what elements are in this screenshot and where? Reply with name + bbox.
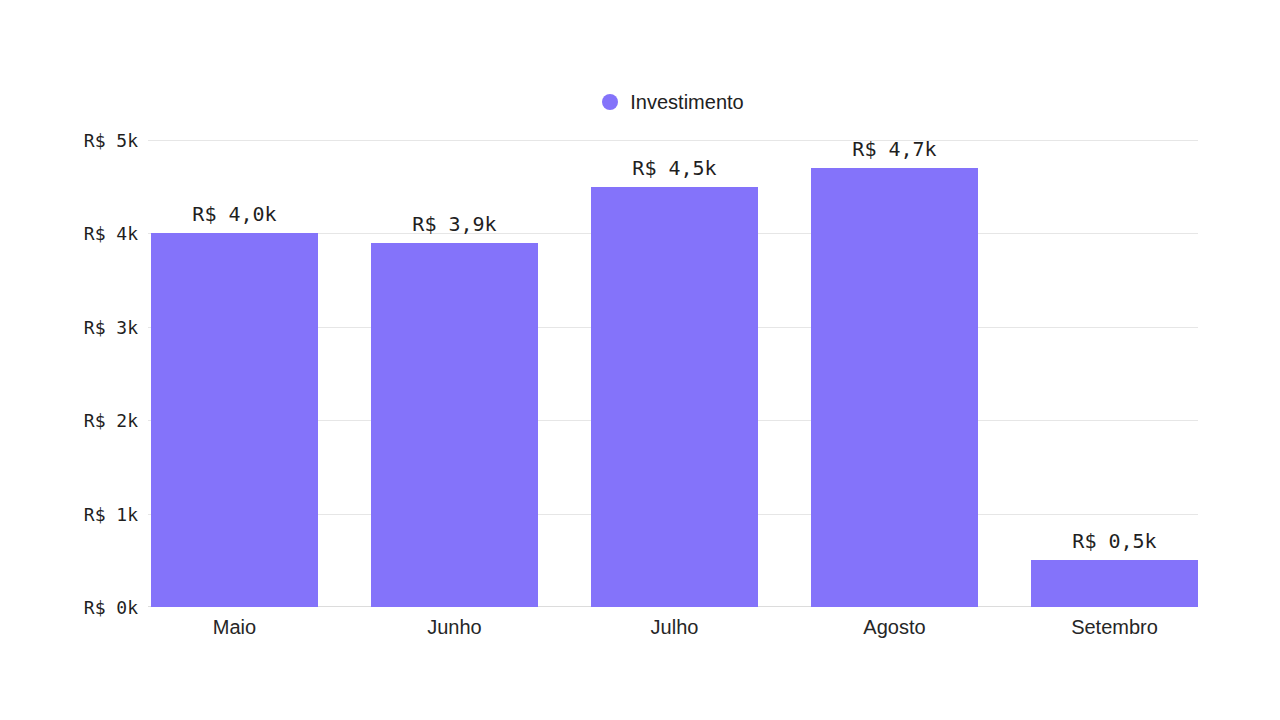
bar-value-label-setembro: R$ 0,5k xyxy=(1072,529,1156,553)
plot-area: R$ 0kR$ 1kR$ 2kR$ 3kR$ 4kR$ 5kR$ 4,0kMai… xyxy=(148,140,1198,607)
y-axis-tick-label: R$ 1k xyxy=(84,503,138,524)
bar-agosto[interactable] xyxy=(811,168,978,607)
bar-setembro[interactable] xyxy=(1031,560,1198,607)
legend-label: Investimento xyxy=(630,91,743,113)
bar-junho[interactable] xyxy=(371,243,538,607)
y-axis-tick-label: R$ 0k xyxy=(84,597,138,618)
y-axis-tick-label: R$ 3k xyxy=(84,316,138,337)
x-axis-tick-label-setembro: Setembro xyxy=(1071,616,1158,639)
legend-dot-icon xyxy=(602,94,618,110)
y-axis-tick-label: R$ 2k xyxy=(84,410,138,431)
gridline-5000 xyxy=(148,140,1198,141)
chart-legend-item[interactable]: Investimento xyxy=(148,91,1198,113)
bar-julho[interactable] xyxy=(591,187,758,607)
x-axis-tick-label-agosto: Agosto xyxy=(863,616,925,639)
x-axis-tick-label-julho: Julho xyxy=(651,616,699,639)
bar-value-label-julho: R$ 4,5k xyxy=(632,156,716,180)
y-axis-tick-label: R$ 4k xyxy=(84,223,138,244)
bar-value-label-agosto: R$ 4,7k xyxy=(852,137,936,161)
investment-bar-chart: Investimento R$ 0kR$ 1kR$ 2kR$ 3kR$ 4kR$… xyxy=(0,0,1280,720)
bar-maio[interactable] xyxy=(151,233,318,607)
y-axis-tick-label: R$ 5k xyxy=(84,130,138,151)
bar-value-label-junho: R$ 3,9k xyxy=(412,212,496,236)
x-axis-tick-label-junho: Junho xyxy=(427,616,482,639)
x-axis-tick-label-maio: Maio xyxy=(213,616,256,639)
bar-value-label-maio: R$ 4,0k xyxy=(192,202,276,226)
